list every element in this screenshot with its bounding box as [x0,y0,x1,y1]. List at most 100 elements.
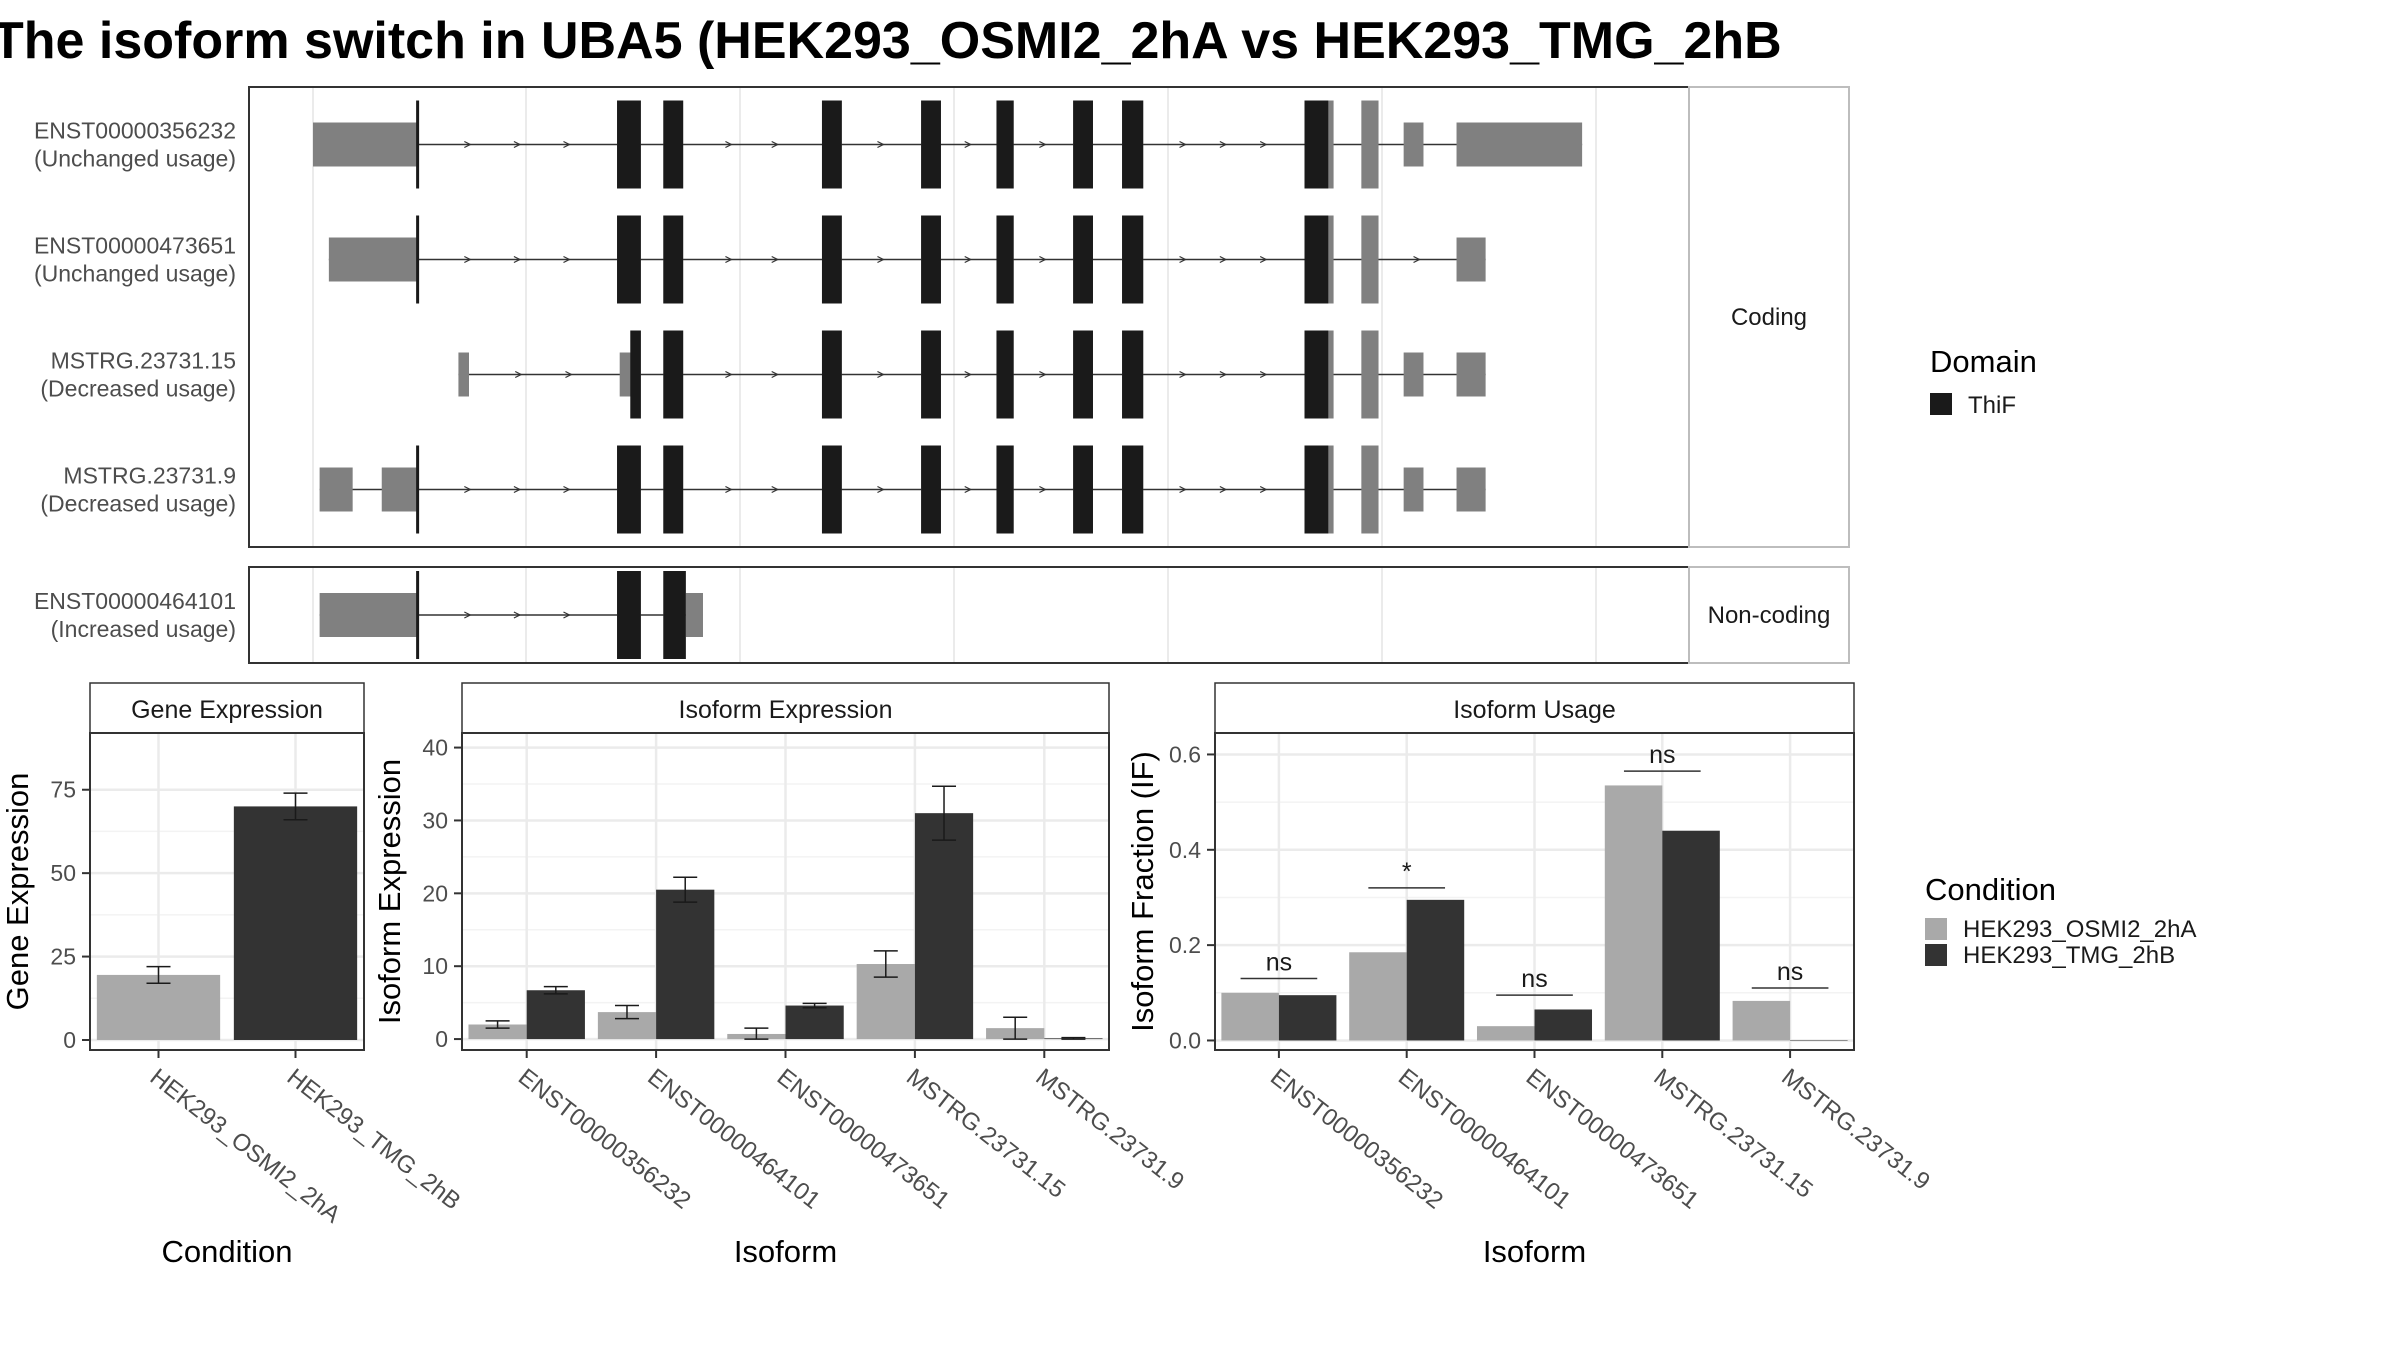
domain-exon [1304,215,1329,304]
x-axis-title: Condition [162,1234,293,1269]
intron-arrow [1039,255,1047,264]
bar [1604,785,1663,1041]
domain-exon [921,445,941,534]
y-tick-label: 0.0 [1169,1027,1201,1053]
bar [1349,952,1407,1041]
y-tick-label: 0.6 [1169,741,1201,767]
domain-exon [663,330,684,419]
intron-arrow [513,140,522,149]
domain-exon [1122,100,1144,189]
intron-arrow [1039,140,1047,149]
transcript-row-MSTRG.23731.9: MSTRG.23731.9(Decreased usage) [40,445,1486,534]
condition-legend-label: HEK293_TMG_2hB [1963,942,2175,969]
domain-legend-swatch [1930,393,1952,415]
y-tick-label: 75 [50,777,76,803]
intron-arrow [725,255,733,264]
intron-arrow [1179,255,1187,264]
intron-arrow [565,370,573,379]
domain-exon [996,330,1014,419]
domain-legend-title: Domain [1930,344,2037,379]
intron-arrow [464,611,472,619]
transcript-status-label: (Unchanged usage) [34,261,236,287]
condition-legend-swatch [1925,918,1947,940]
intron-arrow [1179,485,1187,494]
bar [914,813,974,1040]
intron-arrow [771,140,780,149]
domain-exon [821,445,842,534]
y-tick-label: 20 [422,880,448,906]
utr-exon [1456,352,1486,397]
domain-exon [921,215,941,304]
x-axis-title: Isoform [1483,1234,1586,1269]
transcript-id-label: ENST00000473651 [34,233,236,259]
chart-isoform-expression: Isoform Expression010203040ENST000003562… [372,682,1189,1269]
intron-arrow [771,255,780,264]
intron-arrow [514,370,523,379]
y-tick-label: 30 [422,807,448,833]
domain-exon [416,571,420,659]
bar [468,1024,527,1040]
transcript-status-label: (Decreased usage) [40,376,236,402]
domain-exon [1073,100,1093,189]
y-tick-label: 40 [422,735,448,761]
transcript-id-label: MSTRG.23731.15 [51,348,236,374]
intron-arrow [964,370,973,379]
intron-arrow [1219,140,1228,149]
intron-arrow [563,485,571,494]
coding-exon [1361,330,1379,419]
transcript-row-ENST00000464101: ENST00000464101(Increased usage) [34,571,703,659]
domain-exon [1073,215,1093,304]
domain-exon [921,330,941,419]
intron-arrow [1259,370,1268,379]
intron-arrow [725,485,733,494]
domain-exon [617,571,641,659]
intron-arrow [771,370,780,379]
bar [1278,995,1337,1041]
domain-exon [921,100,941,189]
y-tick-label: 0 [435,1026,448,1052]
domain-exon [996,445,1014,534]
intron-arrow [1259,485,1268,494]
domain-exon [617,445,641,534]
intron-arrow [964,140,973,149]
intron-arrow [513,485,522,494]
chart-title: Isoform Usage [1453,696,1616,724]
domain-exon [1122,215,1144,304]
y-axis-title: Isoform Expression [372,759,407,1024]
intron-arrow [877,485,885,494]
intron-arrow [1179,370,1187,379]
utr-exon [1456,467,1486,512]
utr-exon [381,467,419,512]
intron-arrow [1219,255,1228,264]
utr-exon [685,593,703,637]
transcript-status-label: (Unchanged usage) [34,146,236,172]
bar [656,889,715,1040]
intron-arrow [964,255,973,264]
transcript-id-label: ENST00000464101 [34,588,236,614]
intron-arrow [1259,140,1268,149]
intron-arrow [464,140,472,149]
intron-arrow [1179,140,1187,149]
coding-exon [1361,215,1379,304]
coding-panel-bg [249,87,1689,547]
chart-isoform-usage: Isoform Usagens*nsnsns0.00.20.40.6ENST00… [1125,682,1935,1269]
bar [1662,830,1720,1041]
significance-label: ns [1521,965,1547,993]
utr-exon [458,352,469,397]
domain-exon [1073,445,1093,534]
significance-label: * [1402,858,1412,886]
noncoding-strip [1688,566,1850,664]
domain-exon [663,215,684,304]
intron-arrow [1219,485,1228,494]
condition-legend-title: Condition [1925,872,2056,907]
bar [1790,1040,1848,1041]
plot-border [89,732,365,1051]
domain-exon [617,215,641,304]
significance-label: ns [1266,948,1292,976]
domain-exon [1304,330,1329,419]
significance-label: ns [1649,741,1675,769]
bar [1221,992,1279,1041]
bar [1476,1026,1535,1041]
